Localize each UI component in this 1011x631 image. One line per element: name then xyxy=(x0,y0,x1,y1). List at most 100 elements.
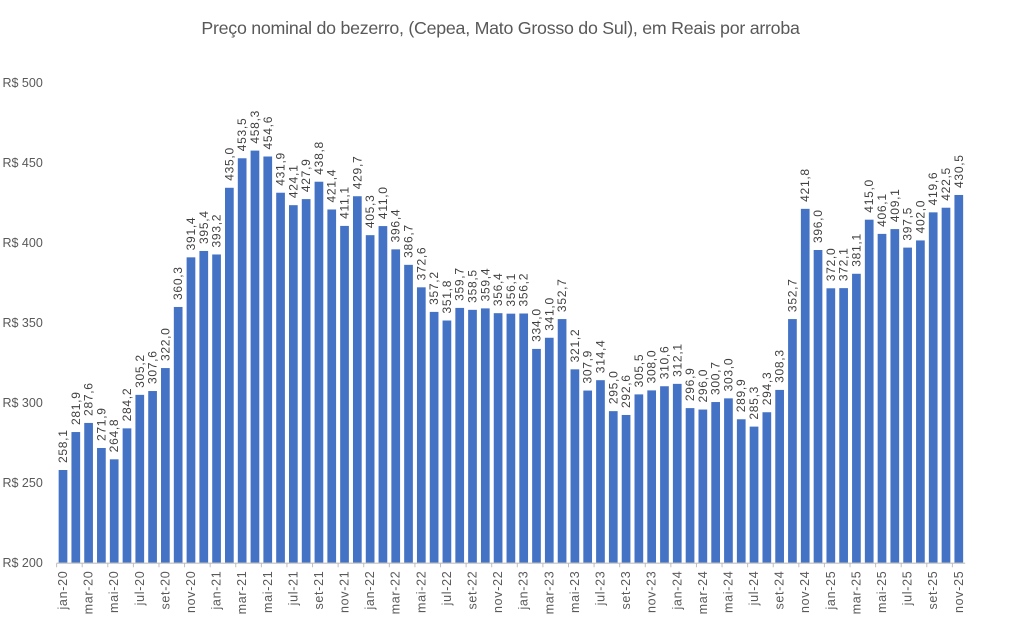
svg-text:308,0: 308,0 xyxy=(645,350,659,384)
svg-text:310,6: 310,6 xyxy=(657,346,671,380)
svg-text:438,8: 438,8 xyxy=(312,141,326,175)
svg-text:312,1: 312,1 xyxy=(670,343,684,377)
svg-text:357,2: 357,2 xyxy=(427,271,441,305)
svg-text:419,6: 419,6 xyxy=(926,172,940,206)
svg-text:391,4: 391,4 xyxy=(184,217,198,251)
svg-text:285,3: 285,3 xyxy=(747,386,761,420)
svg-text:356,1: 356,1 xyxy=(504,273,518,307)
svg-text:341,0: 341,0 xyxy=(542,297,556,331)
svg-text:R$ 350: R$ 350 xyxy=(2,316,42,330)
svg-text:284,2: 284,2 xyxy=(120,388,134,422)
svg-text:396,0: 396,0 xyxy=(811,209,825,243)
svg-text:jan-25: jan-25 xyxy=(824,571,838,611)
svg-text:359,4: 359,4 xyxy=(478,268,492,302)
svg-text:nov-20: nov-20 xyxy=(184,571,198,613)
svg-text:356,4: 356,4 xyxy=(491,273,505,307)
svg-text:296,0: 296,0 xyxy=(696,369,710,403)
svg-text:289,9: 289,9 xyxy=(734,379,748,413)
svg-text:R$ 500: R$ 500 xyxy=(2,76,42,90)
svg-text:nov-21: nov-21 xyxy=(338,571,352,613)
svg-text:set-24: set-24 xyxy=(773,571,787,610)
svg-text:258,1: 258,1 xyxy=(56,429,70,463)
svg-text:406,1: 406,1 xyxy=(875,193,889,227)
svg-text:322,0: 322,0 xyxy=(158,327,172,361)
svg-text:402,0: 402,0 xyxy=(913,200,927,234)
svg-text:jan-22: jan-22 xyxy=(363,571,377,611)
svg-text:372,1: 372,1 xyxy=(837,247,851,281)
svg-text:296,9: 296,9 xyxy=(683,367,697,401)
svg-text:nov-22: nov-22 xyxy=(491,571,505,613)
svg-text:405,3: 405,3 xyxy=(363,195,377,229)
svg-text:352,7: 352,7 xyxy=(785,278,799,312)
svg-text:303,0: 303,0 xyxy=(721,358,735,392)
svg-text:421,8: 421,8 xyxy=(798,168,812,202)
svg-text:mar-22: mar-22 xyxy=(389,571,403,615)
svg-text:356,2: 356,2 xyxy=(517,273,531,307)
svg-text:mai-20: mai-20 xyxy=(107,571,121,613)
svg-text:mar-21: mar-21 xyxy=(235,571,249,615)
svg-text:jul-21: jul-21 xyxy=(286,571,300,607)
svg-text:308,3: 308,3 xyxy=(773,349,787,383)
svg-text:jul-20: jul-20 xyxy=(133,571,147,607)
svg-text:294,3: 294,3 xyxy=(760,372,774,406)
svg-text:307,6: 307,6 xyxy=(146,350,160,384)
svg-text:352,7: 352,7 xyxy=(555,278,569,312)
svg-text:421,4: 421,4 xyxy=(325,169,339,203)
svg-text:415,0: 415,0 xyxy=(862,179,876,213)
svg-text:mar-25: mar-25 xyxy=(849,571,863,615)
svg-text:427,9: 427,9 xyxy=(299,158,313,192)
svg-text:mai-22: mai-22 xyxy=(414,571,428,613)
svg-text:435,0: 435,0 xyxy=(222,147,236,181)
svg-text:R$ 400: R$ 400 xyxy=(2,236,42,250)
svg-text:mar-20: mar-20 xyxy=(82,571,96,615)
svg-text:264,8: 264,8 xyxy=(107,419,121,453)
svg-text:359,7: 359,7 xyxy=(453,267,467,301)
svg-text:mai-25: mai-25 xyxy=(875,571,889,613)
svg-text:R$ 250: R$ 250 xyxy=(2,476,42,490)
svg-text:jul-25: jul-25 xyxy=(901,571,915,607)
svg-text:mai-21: mai-21 xyxy=(261,571,275,613)
svg-text:R$ 450: R$ 450 xyxy=(2,156,42,170)
svg-text:381,1: 381,1 xyxy=(849,233,863,267)
svg-text:395,4: 395,4 xyxy=(197,210,211,244)
svg-text:429,7: 429,7 xyxy=(350,156,364,190)
svg-text:454,6: 454,6 xyxy=(261,116,275,150)
svg-text:R$ 200: R$ 200 xyxy=(2,556,42,570)
svg-text:360,3: 360,3 xyxy=(171,266,185,300)
svg-text:set-20: set-20 xyxy=(158,571,172,610)
svg-text:409,1: 409,1 xyxy=(888,188,902,222)
svg-text:351,8: 351,8 xyxy=(440,280,454,314)
svg-text:305,2: 305,2 xyxy=(133,354,147,388)
svg-text:mai-24: mai-24 xyxy=(721,571,735,613)
svg-text:set-25: set-25 xyxy=(926,571,940,610)
svg-text:424,1: 424,1 xyxy=(286,165,300,199)
svg-text:jul-22: jul-22 xyxy=(440,571,454,607)
svg-text:386,7: 386,7 xyxy=(402,224,416,258)
svg-text:305,5: 305,5 xyxy=(632,354,646,388)
svg-text:396,4: 396,4 xyxy=(389,209,403,243)
svg-text:358,5: 358,5 xyxy=(466,269,480,303)
svg-text:Preço nominal do bezerro, (Cep: Preço nominal do bezerro, (Cepea, Mato G… xyxy=(201,18,800,38)
svg-text:mar-24: mar-24 xyxy=(696,571,710,615)
svg-text:jan-21: jan-21 xyxy=(210,571,224,611)
svg-text:393,2: 393,2 xyxy=(210,214,224,248)
svg-text:372,6: 372,6 xyxy=(414,247,428,281)
svg-text:300,7: 300,7 xyxy=(709,361,723,395)
svg-text:411,0: 411,0 xyxy=(376,186,390,219)
svg-text:set-21: set-21 xyxy=(312,571,326,610)
svg-text:422,5: 422,5 xyxy=(939,167,953,201)
svg-text:334,0: 334,0 xyxy=(529,308,543,342)
svg-text:nov-25: nov-25 xyxy=(952,571,966,613)
svg-text:jul-23: jul-23 xyxy=(593,571,607,607)
svg-text:411,1: 411,1 xyxy=(338,186,352,219)
svg-text:jan-23: jan-23 xyxy=(517,571,531,611)
svg-text:mai-23: mai-23 xyxy=(568,571,582,613)
svg-text:292,6: 292,6 xyxy=(619,374,633,408)
svg-text:281,9: 281,9 xyxy=(69,391,83,425)
svg-text:458,3: 458,3 xyxy=(248,110,262,144)
svg-text:295,0: 295,0 xyxy=(606,370,620,404)
svg-text:nov-24: nov-24 xyxy=(798,571,812,613)
svg-text:jan-20: jan-20 xyxy=(56,571,70,611)
svg-text:321,2: 321,2 xyxy=(568,329,582,363)
svg-text:307,9: 307,9 xyxy=(581,350,595,384)
